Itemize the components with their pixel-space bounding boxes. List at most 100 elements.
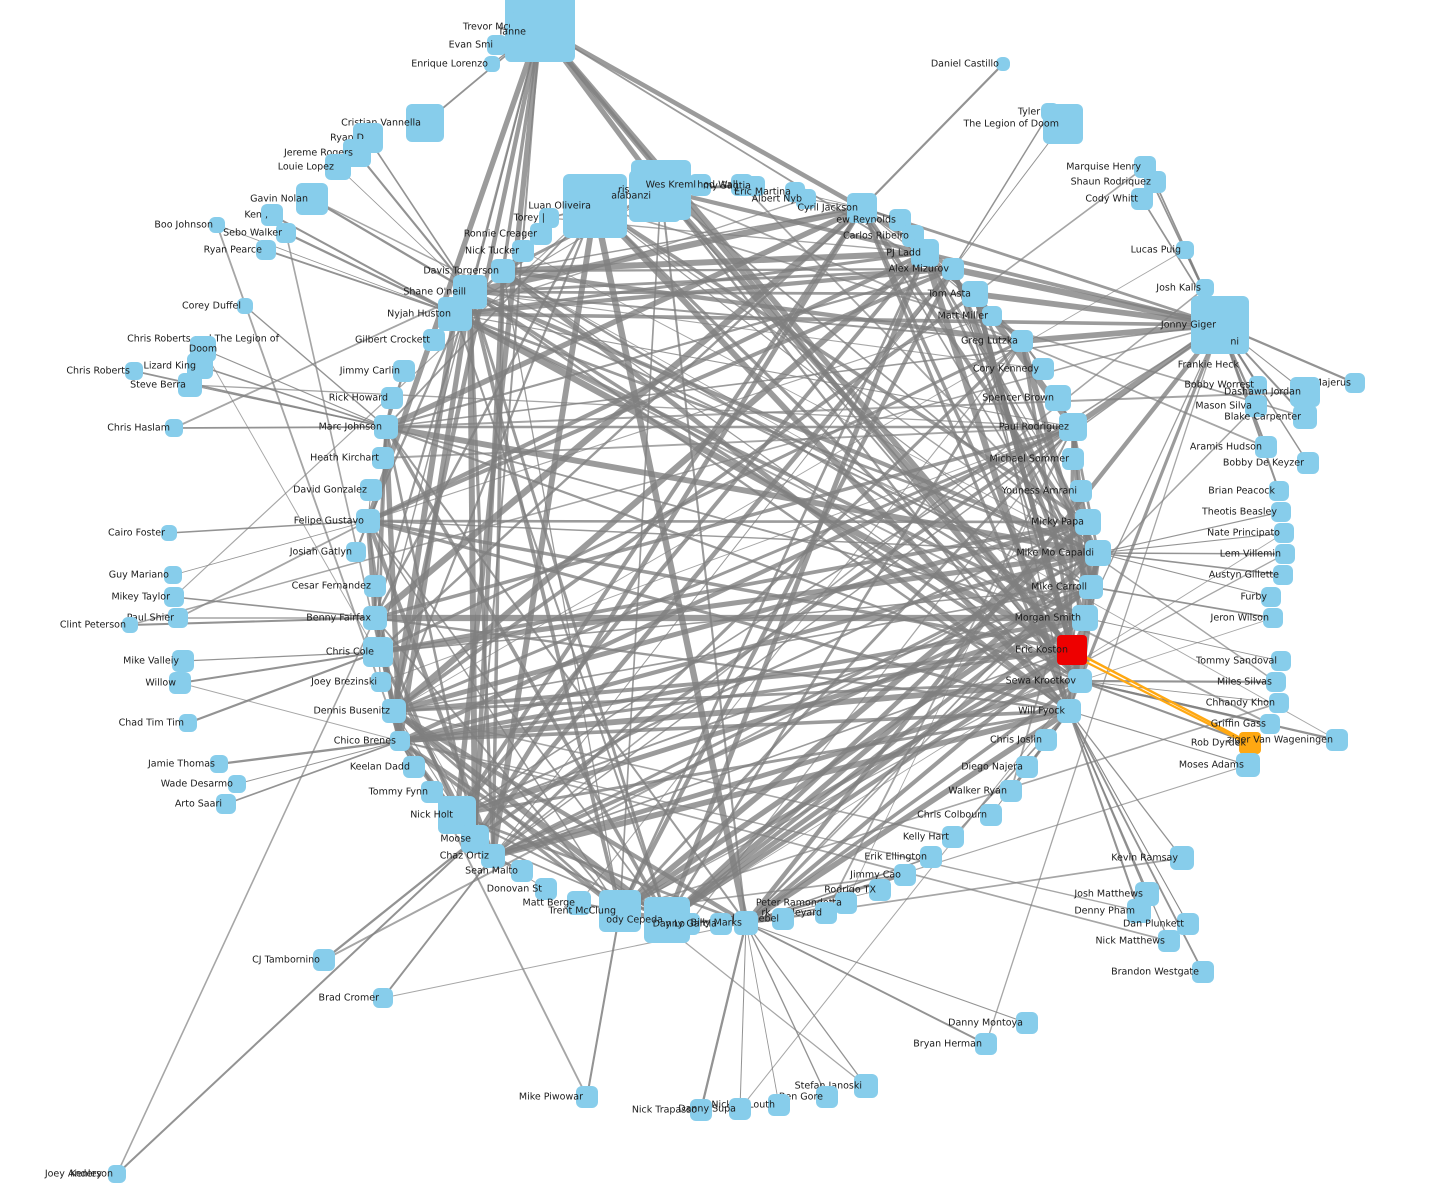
graph-node[interactable]	[210, 755, 228, 773]
graph-node[interactable]	[1016, 756, 1038, 778]
graph-node[interactable]	[1177, 913, 1199, 935]
graph-node[interactable]	[599, 890, 641, 932]
graph-node[interactable]	[237, 298, 253, 314]
graph-node[interactable]	[1057, 699, 1081, 723]
graph-node[interactable]	[745, 176, 765, 196]
graph-node[interactable]	[1249, 376, 1267, 394]
graph-node[interactable]	[1176, 241, 1194, 259]
graph-node[interactable]	[356, 509, 380, 533]
graph-node[interactable]	[835, 892, 857, 914]
graph-node[interactable]	[403, 756, 425, 778]
graph-node[interactable]	[1059, 413, 1087, 441]
graph-node[interactable]	[168, 608, 188, 628]
graph-node[interactable]	[364, 575, 386, 597]
graph-node[interactable]	[796, 189, 816, 209]
graph-node[interactable]	[1192, 961, 1214, 983]
graph-node[interactable]	[1016, 1012, 1038, 1034]
graph-node[interactable]	[1269, 481, 1289, 501]
graph-node[interactable]	[1072, 605, 1098, 631]
graph-node[interactable]	[261, 204, 283, 226]
graph-node[interactable]	[980, 804, 1002, 826]
graph-node[interactable]	[576, 1086, 598, 1108]
graph-node[interactable]	[1158, 930, 1180, 952]
graph-node[interactable]	[772, 908, 794, 930]
graph-node[interactable]	[216, 794, 236, 814]
graph-node[interactable]	[512, 240, 534, 262]
graph-node[interactable]	[563, 174, 627, 238]
graph-node[interactable]	[1274, 523, 1294, 543]
graph-node[interactable]	[360, 479, 382, 501]
graph-node[interactable]	[629, 170, 681, 222]
graph-node[interactable]	[421, 781, 443, 803]
graph-node[interactable]	[1068, 669, 1092, 693]
graph-node[interactable]	[393, 360, 415, 382]
graph-node[interactable]	[1245, 395, 1267, 417]
graph-node[interactable]	[1293, 405, 1317, 429]
graph-node[interactable]	[920, 846, 942, 868]
graph-node[interactable]	[296, 183, 328, 215]
graph-node[interactable]	[511, 860, 533, 882]
graph-node[interactable]	[179, 714, 197, 732]
graph-node[interactable]	[690, 1099, 712, 1121]
graph-node[interactable]	[869, 879, 891, 901]
graph-node[interactable]	[1079, 575, 1103, 599]
graph-node[interactable]	[1085, 540, 1111, 566]
graph-node[interactable]	[161, 525, 177, 541]
graph-node[interactable]	[363, 637, 393, 667]
graph-node[interactable]	[894, 864, 916, 886]
graph-node[interactable]	[256, 240, 276, 260]
graph-node[interactable]	[313, 949, 335, 971]
graph-node[interactable]	[1144, 171, 1166, 193]
graph-node[interactable]	[1297, 452, 1319, 474]
graph-node[interactable]	[854, 1074, 878, 1098]
graph-node[interactable]	[346, 542, 366, 562]
graph-node[interactable]	[1170, 846, 1194, 870]
graph-node[interactable]	[911, 239, 939, 267]
graph-node[interactable]	[942, 258, 964, 280]
graph-node[interactable]	[390, 731, 410, 751]
graph-node[interactable]	[438, 297, 472, 331]
graph-node[interactable]	[567, 891, 591, 915]
graph-node[interactable]	[1275, 544, 1295, 564]
graph-node[interactable]	[729, 1098, 751, 1120]
graph-node[interactable]	[165, 419, 183, 437]
graph-node[interactable]	[164, 566, 182, 584]
graph-node[interactable]	[975, 1033, 997, 1055]
graph-node[interactable]	[816, 1086, 838, 1108]
graph-node[interactable]	[228, 775, 246, 793]
graph-node[interactable]	[209, 217, 225, 233]
graph-node[interactable]	[510, 12, 550, 52]
graph-node[interactable]	[996, 57, 1010, 71]
graph-node[interactable]	[169, 672, 191, 694]
graph-node[interactable]	[1000, 780, 1022, 802]
graph-node[interactable]	[487, 35, 507, 55]
graph-node[interactable]	[1062, 448, 1084, 470]
graph-node[interactable]	[942, 826, 964, 848]
graph-node[interactable]	[1045, 385, 1071, 411]
graph-node[interactable]	[1191, 296, 1249, 354]
graph-node[interactable]	[491, 259, 515, 283]
graph-node[interactable]	[1266, 672, 1286, 692]
graph-node[interactable]	[1269, 693, 1289, 713]
graph-node[interactable]	[406, 104, 444, 142]
graph-node[interactable]	[325, 154, 351, 180]
graph-node[interactable]	[1290, 377, 1320, 407]
graph-node[interactable]	[962, 281, 988, 307]
graph-node[interactable]	[1035, 729, 1057, 751]
graph-node[interactable]	[372, 447, 394, 469]
graph-node[interactable]	[734, 911, 758, 935]
graph-node[interactable]	[1271, 502, 1291, 522]
graph-node[interactable]	[108, 1165, 126, 1183]
graph-node[interactable]	[710, 913, 732, 935]
graph-node[interactable]	[1345, 373, 1365, 393]
graph-node[interactable]	[1263, 608, 1283, 628]
graph-node[interactable]	[382, 699, 406, 723]
graph-node[interactable]	[371, 672, 391, 692]
graph-node[interactable]	[423, 329, 445, 351]
graph-node[interactable]	[276, 223, 296, 243]
graph-node[interactable]	[1131, 188, 1153, 210]
graph-node[interactable]	[1239, 732, 1261, 754]
graph-node[interactable]	[381, 387, 403, 409]
graph-node[interactable]	[1273, 565, 1293, 585]
graph-node[interactable]	[1127, 899, 1151, 923]
